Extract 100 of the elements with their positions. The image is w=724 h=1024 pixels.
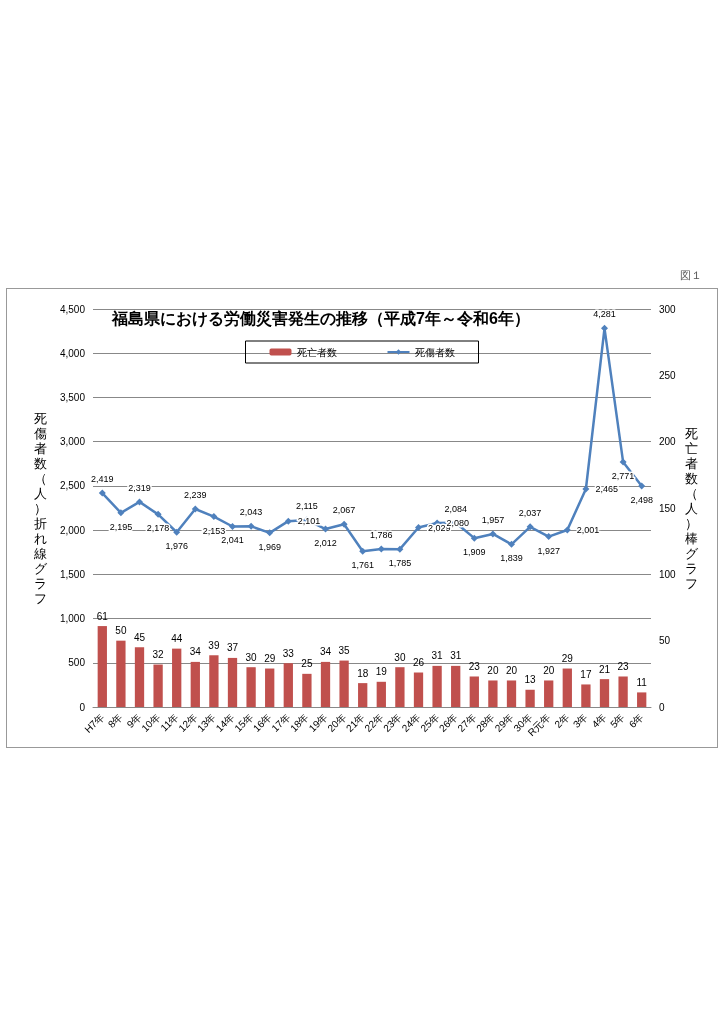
data-label: 2,465 bbox=[595, 483, 618, 494]
bar bbox=[265, 668, 275, 707]
data-label: 1,761 bbox=[351, 560, 374, 571]
point bbox=[210, 513, 218, 521]
x-tick-label: 2年 bbox=[552, 711, 572, 730]
x-tick-label: 4年 bbox=[589, 711, 609, 730]
bar bbox=[376, 681, 386, 707]
point bbox=[136, 498, 143, 506]
bar bbox=[320, 661, 331, 707]
data-label: 2,115 bbox=[295, 500, 318, 511]
point bbox=[619, 458, 627, 466]
data-label: 4,281 bbox=[593, 309, 616, 320]
bar bbox=[246, 667, 256, 707]
data-label: 29 bbox=[264, 653, 276, 665]
data-label: 2,178 bbox=[146, 523, 170, 534]
data-label: 35 bbox=[338, 645, 351, 657]
caption: 図１ bbox=[680, 268, 702, 283]
data-label: 2,771 bbox=[611, 470, 635, 481]
point bbox=[359, 547, 367, 555]
bar bbox=[358, 683, 368, 707]
bar bbox=[544, 680, 554, 707]
point bbox=[470, 534, 478, 542]
data-label: 39 bbox=[208, 639, 220, 651]
text: 死亡者数（人）棒グラフ bbox=[685, 425, 698, 591]
data-label: 2,153 bbox=[202, 525, 226, 536]
legend-label: 死亡者数 bbox=[296, 346, 337, 358]
data-label: 1,927 bbox=[537, 545, 560, 556]
data-label: 44 bbox=[171, 633, 183, 645]
bar bbox=[506, 680, 517, 707]
data-label: 37 bbox=[226, 642, 239, 654]
point bbox=[247, 522, 255, 530]
point bbox=[229, 522, 236, 530]
data-label: 30 bbox=[245, 651, 258, 663]
point bbox=[322, 525, 329, 533]
data-label: 29 bbox=[561, 653, 574, 665]
point bbox=[489, 530, 497, 538]
point bbox=[98, 489, 106, 497]
data-label: 23 bbox=[468, 660, 481, 672]
point bbox=[638, 482, 646, 490]
y2-tick-label: 300 bbox=[659, 303, 677, 315]
data-label: 50 bbox=[115, 625, 127, 637]
point bbox=[266, 529, 274, 537]
x-tick-label: 5年 bbox=[608, 711, 627, 730]
data-label: 34 bbox=[189, 646, 202, 658]
data-label: 1,969 bbox=[258, 541, 281, 552]
x-tick-label: 6年 bbox=[626, 711, 646, 730]
data-label: 30 bbox=[394, 651, 406, 663]
data-label: 19 bbox=[375, 666, 388, 678]
y2-tick-label: 0 bbox=[659, 701, 665, 713]
bar bbox=[395, 667, 405, 707]
x-tick-label: 3年 bbox=[571, 711, 590, 730]
data-label: 2,084 bbox=[444, 503, 467, 514]
data-label: 17 bbox=[580, 668, 592, 680]
y-tick-label: 2,000 bbox=[59, 524, 86, 536]
y-tick-label: 3,500 bbox=[59, 391, 86, 403]
y2-tick-label: 150 bbox=[659, 502, 677, 514]
data-label: 11 bbox=[636, 676, 648, 688]
data-label: 2,012 bbox=[314, 538, 337, 549]
data-label: 18 bbox=[357, 667, 369, 679]
bar bbox=[227, 657, 238, 707]
y2-tick-label: 100 bbox=[659, 568, 677, 580]
data-label: 2,195 bbox=[109, 521, 133, 532]
bar bbox=[618, 676, 628, 707]
data-label: 23 bbox=[617, 660, 630, 672]
data-label: 31 bbox=[450, 650, 462, 662]
y-tick-label: 0 bbox=[79, 701, 86, 713]
point bbox=[191, 505, 199, 513]
bar bbox=[283, 663, 293, 707]
point bbox=[173, 528, 181, 536]
y-tick-label: 1,500 bbox=[59, 568, 86, 580]
data-label: 20 bbox=[487, 664, 499, 676]
data-label: 2,419 bbox=[91, 474, 114, 485]
bar bbox=[302, 673, 312, 707]
point bbox=[545, 533, 553, 541]
data-label: 2,319 bbox=[128, 482, 151, 493]
point bbox=[340, 520, 348, 528]
data-label: 45 bbox=[133, 631, 146, 643]
legend-label: 死傷者数 bbox=[414, 346, 455, 358]
data-label: 32 bbox=[152, 649, 165, 661]
data-label: 20 bbox=[505, 664, 518, 676]
text: 死傷者数（人）折れ線グラフ bbox=[34, 410, 47, 606]
point bbox=[582, 485, 590, 493]
data-label: 2,001 bbox=[576, 525, 600, 536]
data-label: 13 bbox=[524, 674, 537, 686]
point bbox=[284, 517, 292, 525]
y2-tick-label: 200 bbox=[659, 436, 677, 448]
y2-tick-label: 250 bbox=[659, 369, 677, 381]
bar bbox=[153, 664, 163, 707]
data-label: 2,067 bbox=[332, 505, 356, 516]
data-label: 33 bbox=[282, 647, 295, 659]
y2-tick-label: 50 bbox=[659, 635, 671, 647]
data-label: 34 bbox=[319, 646, 332, 658]
bar bbox=[339, 660, 349, 707]
data-label: 2,043 bbox=[239, 507, 263, 518]
data-label: 1,976 bbox=[165, 541, 188, 552]
bar bbox=[432, 665, 442, 707]
bar bbox=[581, 684, 591, 707]
data-label: 1,839 bbox=[500, 553, 523, 564]
data-label: 25 bbox=[301, 658, 313, 670]
data-label: 1,786 bbox=[370, 530, 393, 541]
